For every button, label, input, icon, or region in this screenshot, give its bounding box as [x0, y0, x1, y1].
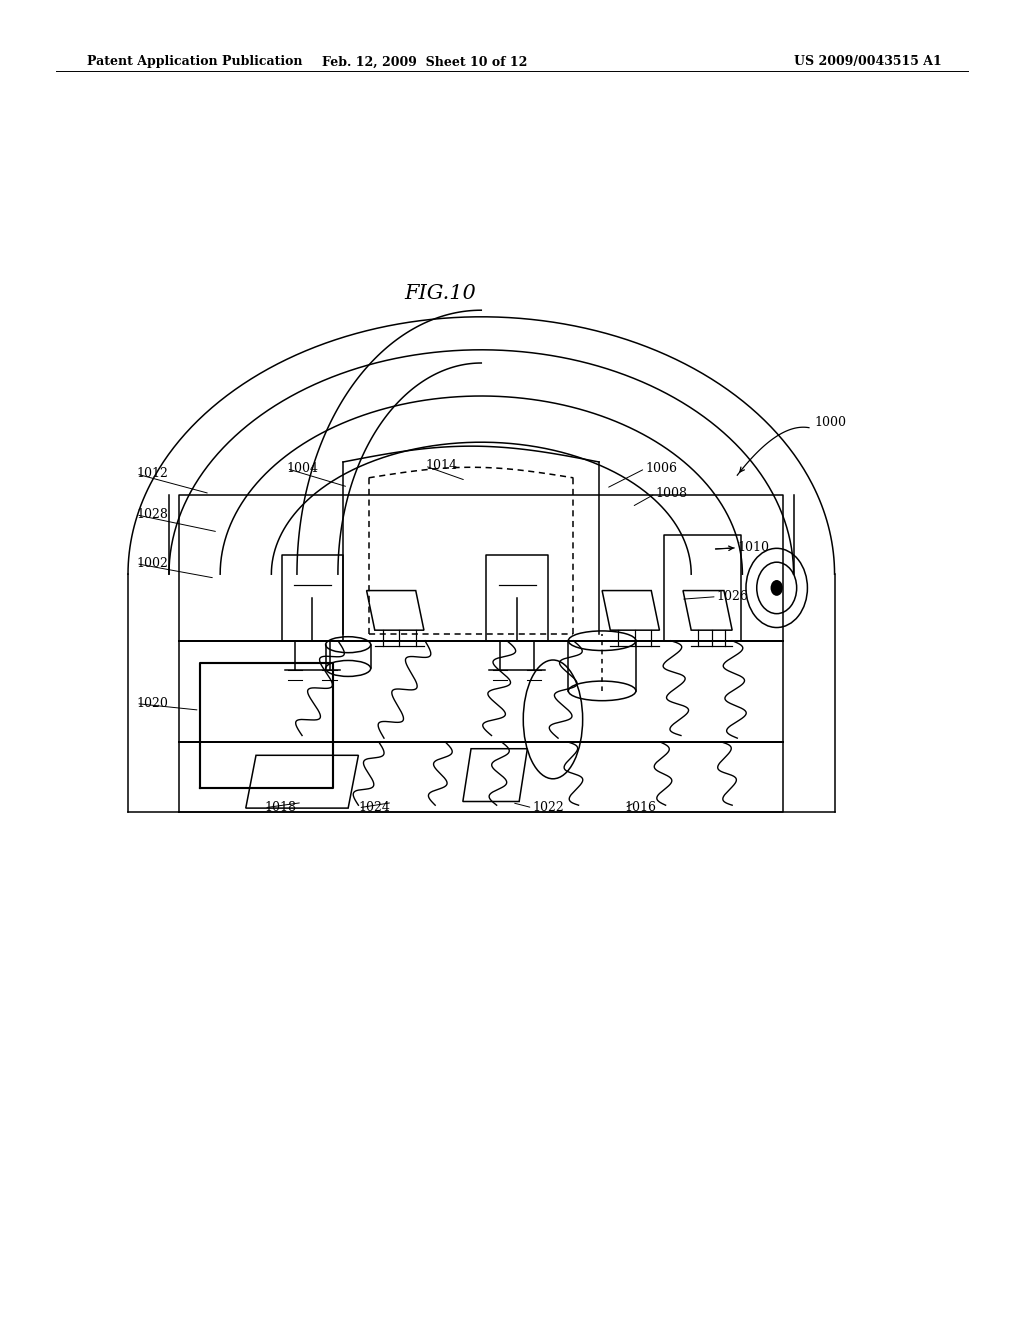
Text: 1004: 1004	[287, 462, 318, 475]
Text: US 2009/0043515 A1: US 2009/0043515 A1	[795, 55, 942, 69]
Text: Patent Application Publication: Patent Application Publication	[87, 55, 302, 69]
Text: 1006: 1006	[645, 462, 677, 475]
Text: 1002: 1002	[136, 557, 168, 570]
Text: 1016: 1016	[625, 801, 656, 814]
Text: 1000: 1000	[814, 416, 846, 429]
Circle shape	[770, 579, 782, 595]
Text: Feb. 12, 2009  Sheet 10 of 12: Feb. 12, 2009 Sheet 10 of 12	[323, 55, 527, 69]
Text: 1014: 1014	[425, 459, 457, 473]
Text: 1018: 1018	[264, 801, 296, 814]
Text: 1026: 1026	[717, 590, 749, 603]
Text: 1020: 1020	[136, 697, 168, 710]
Text: 1012: 1012	[136, 467, 168, 480]
Text: 1008: 1008	[655, 487, 687, 500]
Text: 1024: 1024	[358, 801, 390, 814]
Text: 1028: 1028	[136, 508, 168, 521]
Text: FIG.10: FIG.10	[404, 284, 476, 302]
Text: 1022: 1022	[532, 801, 564, 814]
Text: 1010: 1010	[737, 541, 769, 554]
